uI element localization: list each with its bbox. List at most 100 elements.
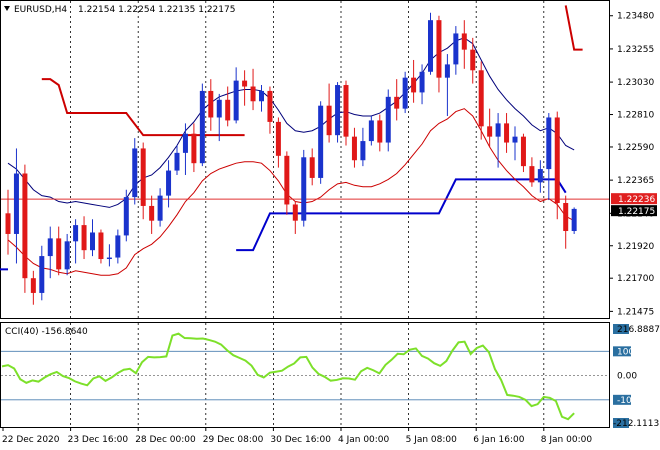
price-label: 1.21920	[617, 242, 654, 252]
candle-body	[301, 157, 307, 221]
candle-body	[360, 141, 366, 161]
cci-line	[1, 332, 575, 421]
red-step-segment	[41, 78, 245, 137]
candle-body	[394, 96, 400, 109]
envelope-lower-line	[7, 108, 575, 276]
candle-body	[385, 96, 391, 143]
candle-body	[64, 241, 70, 270]
candle-body	[90, 232, 95, 251]
price-pane[interactable]	[0, 0, 610, 319]
candle-body	[512, 136, 518, 143]
candle-body	[419, 71, 425, 93]
red-step-indicator	[41, 5, 583, 137]
cci-bottom-label: -212.1113	[613, 419, 659, 429]
candle-body	[478, 70, 484, 127]
candle-body	[166, 170, 172, 196]
cci-level-tag	[613, 394, 631, 405]
candle-body	[22, 173, 28, 279]
price-label: 1.21700	[617, 274, 654, 284]
candle-body	[259, 90, 264, 102]
candle-body	[377, 120, 383, 143]
candle-body	[504, 123, 510, 143]
candle-body	[444, 64, 450, 78]
candle-body	[563, 202, 569, 232]
candle-body	[368, 120, 374, 142]
candle-body	[149, 205, 155, 221]
candle-body	[242, 80, 248, 87]
ohlc-quote: 1.22154 1.22254 1.22135 1.22175	[78, 5, 235, 15]
cci-top-label: 216.8887	[617, 325, 660, 335]
time-label: 30 Dec 16:00	[270, 435, 331, 445]
candle-body	[250, 86, 256, 102]
price-pane-frame	[0, 0, 610, 319]
price-label: 1.23255	[617, 45, 654, 55]
candle-body	[461, 33, 467, 50]
chart-header: EURUSD,H4 1.22154 1.22254 1.22135 1.2217…	[4, 5, 235, 15]
cci-level-lines	[1, 350, 609, 401]
time-axis[interactable]: 22 Dec 2020 23 Dec 16:00 28 Dec 00:00 29 De…	[2, 427, 592, 445]
cci-time-grid	[70, 323, 545, 427]
price-label: 1.23030	[617, 78, 654, 88]
candle-body	[174, 152, 180, 171]
cci-title: CCI(40) -156.8640	[5, 327, 88, 337]
cci-level-label: -100	[617, 396, 638, 406]
candle-body	[140, 148, 146, 206]
candle-body	[326, 105, 332, 136]
cci-pane[interactable]: CCI(40) -156.8640	[0, 322, 610, 428]
red-price-tag-label: 1.22236	[618, 195, 655, 205]
candle-body	[157, 195, 163, 221]
time-label: 28 Dec 00:00	[135, 435, 196, 445]
candle-body	[13, 173, 19, 234]
candle-body	[309, 157, 315, 178]
time-label: 29 Dec 08:00	[203, 435, 264, 445]
candle-body	[351, 136, 357, 161]
candle-body	[115, 235, 121, 258]
candle-body	[208, 90, 214, 118]
price-label: 1.22365	[617, 176, 654, 186]
cci-level-label: 100	[617, 347, 634, 357]
price-label: 1.22810	[617, 111, 654, 121]
envelope-upper-line	[7, 37, 575, 208]
candle-body	[106, 257, 112, 260]
current-price-tag-label: 1.22175	[618, 207, 655, 217]
time-label: 23 Dec 16:00	[68, 435, 129, 445]
candle-body	[520, 136, 526, 167]
candle-body	[487, 126, 493, 137]
candle-body	[495, 123, 501, 137]
cci-axis[interactable]: 216.8887 -212.1113 100 0.00 -100	[613, 324, 660, 429]
candle-body	[537, 169, 543, 183]
candle-body	[73, 225, 79, 242]
candle-body	[318, 105, 324, 178]
candle-body	[470, 49, 476, 71]
cci-level-tag	[613, 346, 631, 357]
candle-body	[571, 208, 577, 232]
cci-level-label: 0.00	[617, 372, 637, 382]
candle-body	[225, 99, 231, 121]
time-label: 22 Dec 2020	[2, 435, 60, 445]
time-label: 8 Jan 00:00	[541, 435, 593, 445]
candles	[5, 12, 577, 305]
price-tag-red: 1.22236	[611, 193, 657, 205]
price-label: 1.21475	[617, 307, 654, 317]
candle-body	[428, 20, 433, 72]
red-step-segment	[564, 5, 583, 51]
candle-body	[529, 166, 535, 183]
candle-body	[56, 238, 62, 270]
candle-body	[199, 90, 205, 164]
candle-body	[216, 99, 222, 118]
triangle-down-icon[interactable]	[4, 6, 10, 11]
candle-body	[191, 133, 197, 164]
candle-body	[284, 155, 290, 205]
candle-body	[30, 278, 36, 293]
candle-body	[47, 238, 53, 257]
symbol-label: EURUSD,H4	[14, 5, 67, 15]
candle-body	[39, 256, 45, 293]
candle-body	[123, 197, 129, 236]
candle-body	[436, 20, 442, 78]
candle-body	[233, 80, 239, 121]
time-label: 5 Jan 08:00	[406, 435, 458, 445]
candle-body	[275, 121, 281, 156]
candle-body	[411, 77, 417, 93]
